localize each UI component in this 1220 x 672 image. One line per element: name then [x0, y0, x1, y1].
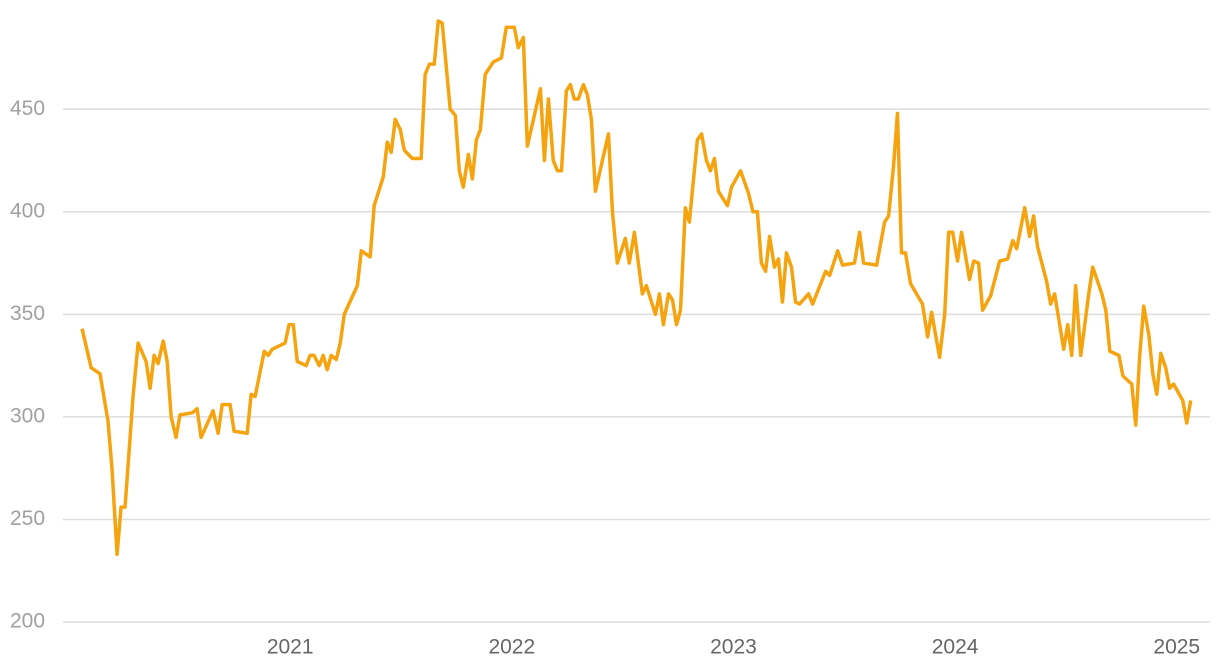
x-tick-label: 2022	[488, 636, 535, 659]
x-tick-label: 2025	[1153, 636, 1200, 659]
x-tick-label: 2023	[710, 636, 757, 659]
x-tick-label: 2024	[932, 636, 979, 659]
line	[80, 19, 1193, 557]
y-tick-label: 200	[10, 610, 45, 633]
y-tick-label: 450	[10, 97, 45, 120]
y-tick-label: 350	[10, 302, 45, 325]
x-tick-label: 2021	[267, 636, 314, 659]
y-tick-label: 300	[10, 404, 45, 427]
y-tick-label: 250	[10, 507, 45, 530]
y-tick-label: 400	[10, 199, 45, 222]
